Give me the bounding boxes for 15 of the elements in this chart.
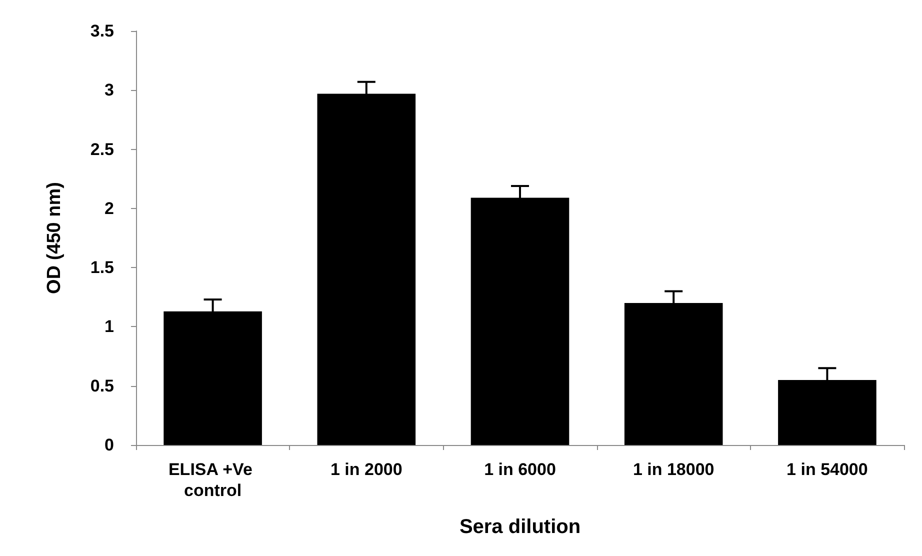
y-tick-label: 2 bbox=[104, 198, 114, 218]
y-tick-label: 3.5 bbox=[90, 22, 114, 40]
x-tick-label: 1 in 18000 bbox=[632, 460, 714, 479]
x-tick-label: ELISA +Ve control bbox=[168, 460, 258, 500]
x-tick-label: 1 in 6000 bbox=[484, 460, 556, 479]
x-axis-title: Sera dilution bbox=[459, 516, 581, 538]
x-tick-label: 1 in 54000 bbox=[786, 460, 868, 479]
y-tick-label: 3 bbox=[104, 80, 114, 100]
x-tick-label: 1 in 2000 bbox=[330, 460, 402, 479]
y-tick-label: 0.5 bbox=[90, 376, 114, 396]
y-tick-label: 1.5 bbox=[90, 258, 114, 278]
y-tick-label: 0 bbox=[104, 436, 114, 454]
y-tick-label: 1 bbox=[104, 317, 114, 336]
y-tick-label: 2.5 bbox=[90, 140, 114, 159]
y-axis-title: OD (450 nm) bbox=[44, 182, 65, 294]
